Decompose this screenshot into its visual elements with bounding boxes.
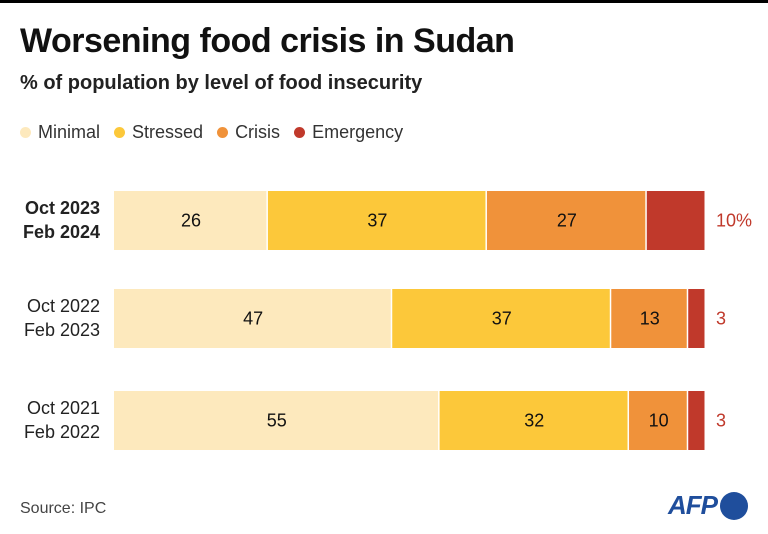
chart-title: Worsening food crisis in Sudan bbox=[20, 22, 515, 60]
source-note: Source: IPC bbox=[20, 500, 107, 517]
category-label: Oct 2022 Feb 2023 bbox=[24, 296, 100, 340]
data-label-minimal: 55 bbox=[267, 411, 287, 431]
data-label-crisis: 27 bbox=[557, 211, 577, 231]
bar-segment-minimal bbox=[114, 391, 439, 450]
legend-label-minimal: Minimal bbox=[38, 122, 101, 142]
legend-swatch-stressed bbox=[114, 127, 126, 138]
data-label-stressed: 37 bbox=[367, 211, 387, 231]
data-label-stressed: 32 bbox=[524, 411, 544, 431]
legend-swatch-crisis bbox=[217, 127, 229, 138]
afp-logo: AFP bbox=[668, 490, 748, 521]
chart-subtitle: % of population by level of food insecur… bbox=[20, 72, 423, 94]
legend-label-crisis: Crisis bbox=[235, 122, 281, 142]
data-label-crisis: 13 bbox=[640, 309, 660, 329]
bar-segment-emergency bbox=[688, 289, 705, 348]
bar-segment-emergency bbox=[646, 191, 705, 250]
legend-label-stressed: Stressed bbox=[132, 122, 204, 142]
bar-segment-stressed bbox=[392, 289, 610, 348]
data-label-stressed: 37 bbox=[492, 309, 512, 329]
category-label: Oct 2023 Feb 2024 bbox=[23, 198, 100, 242]
data-label-minimal: 47 bbox=[243, 309, 263, 329]
legend: Minimal Stressed Crisis Emergency bbox=[20, 122, 417, 143]
legend-swatch-minimal bbox=[20, 127, 31, 138]
afp-logo-text: AFP bbox=[668, 490, 718, 520]
bar-segment-crisis bbox=[611, 289, 687, 348]
bar-segment-crisis bbox=[486, 191, 646, 250]
category-label: Oct 2021 Feb 2022 bbox=[24, 398, 100, 442]
bar-segment-stressed bbox=[267, 191, 486, 250]
bar-segment-minimal bbox=[114, 191, 267, 250]
data-label-emergency: 3 bbox=[716, 411, 726, 431]
legend-item-stressed: Stressed bbox=[114, 122, 203, 143]
data-label-minimal: 26 bbox=[181, 211, 201, 231]
legend-label-emergency: Emergency bbox=[312, 122, 404, 142]
afp-logo-dot-icon bbox=[720, 491, 748, 520]
top-rule bbox=[0, 0, 768, 3]
data-label-emergency: 10% bbox=[716, 211, 752, 231]
bar-segment-minimal bbox=[114, 289, 391, 348]
bar-segment-emergency bbox=[688, 391, 705, 450]
bar-segment-crisis bbox=[629, 391, 687, 450]
data-label-crisis: 10 bbox=[649, 411, 669, 431]
legend-item-minimal: Minimal bbox=[20, 122, 100, 143]
legend-item-crisis: Crisis bbox=[217, 122, 280, 143]
bar-segment-stressed bbox=[439, 391, 628, 450]
legend-item-emergency: Emergency bbox=[294, 122, 403, 143]
legend-swatch-emergency bbox=[294, 127, 306, 138]
data-label-emergency: 3 bbox=[716, 309, 726, 329]
